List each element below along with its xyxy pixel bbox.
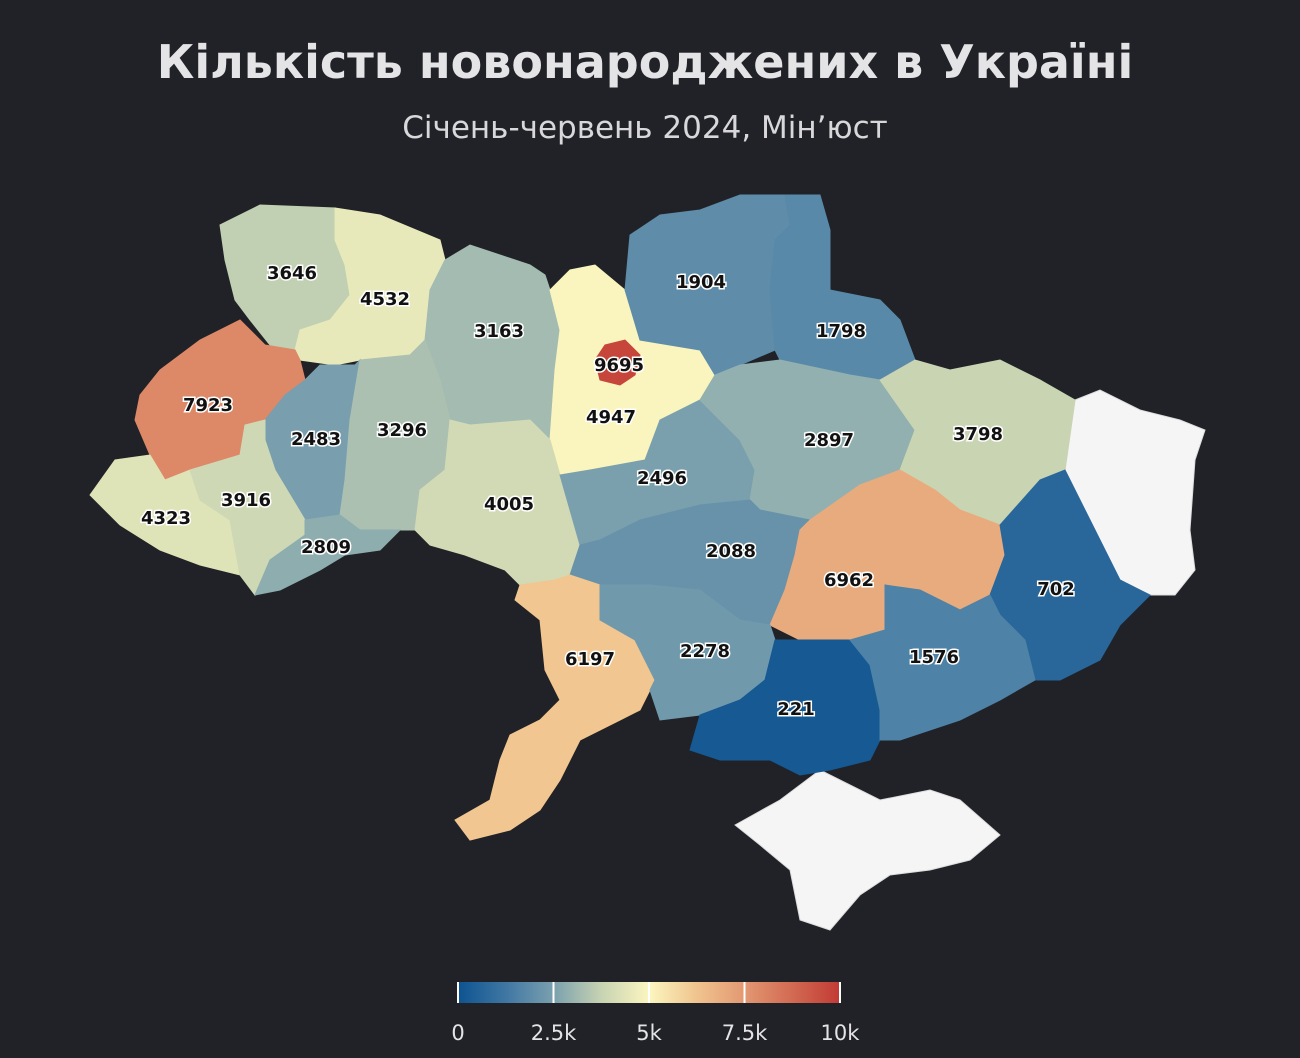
- region-value-label: 2278: [680, 641, 730, 662]
- title: Кількість новонароджених в Україні: [157, 35, 1134, 89]
- region-value-label: 4005: [484, 494, 534, 515]
- colorbar-tick-label: 0: [451, 1021, 464, 1045]
- region-value-label: 4947: [586, 407, 636, 428]
- colorbar-tick-label: 2.5k: [531, 1021, 577, 1045]
- region: [254, 514, 402, 596]
- region-value-label: 1904: [676, 272, 726, 293]
- region: [594, 339, 641, 386]
- colorbar-tick-label: 5k: [636, 1021, 662, 1045]
- region-value-label: 1798: [816, 321, 866, 342]
- region-value-label: 2809: [301, 537, 351, 558]
- region-value-label: 3916: [221, 490, 271, 511]
- region: [849, 584, 1036, 741]
- region-value-label: 3296: [377, 420, 427, 441]
- region-value-label: 3163: [474, 321, 524, 342]
- region-value-label: 2897: [804, 430, 854, 451]
- region-no-data: [734, 769, 1001, 931]
- region-value-label: 3646: [267, 263, 317, 284]
- subtitle: Січень-червень 2024, Мін’юст: [402, 110, 887, 146]
- region-value-label: 3798: [953, 424, 1003, 445]
- region-value-label: 2496: [637, 468, 687, 489]
- region-value-label: 221: [777, 699, 815, 720]
- region-value-label: 9695: [594, 355, 644, 376]
- colorbar-tick-label: 7.5k: [722, 1021, 768, 1045]
- colorbar-tick-label: 10k: [821, 1021, 861, 1045]
- region-value-label: 2483: [291, 429, 341, 450]
- region-value-label: 6197: [565, 649, 615, 670]
- region-value-label: 4532: [360, 289, 410, 310]
- region: [989, 469, 1151, 681]
- region-value-label: 6962: [824, 570, 874, 591]
- region-value-label: 702: [1037, 579, 1075, 600]
- region-value-label: 1576: [909, 647, 959, 668]
- region-value-label: 2088: [706, 541, 756, 562]
- region-value-label: 4323: [141, 508, 191, 529]
- region: [769, 194, 916, 381]
- region-value-label: 7923: [183, 395, 233, 416]
